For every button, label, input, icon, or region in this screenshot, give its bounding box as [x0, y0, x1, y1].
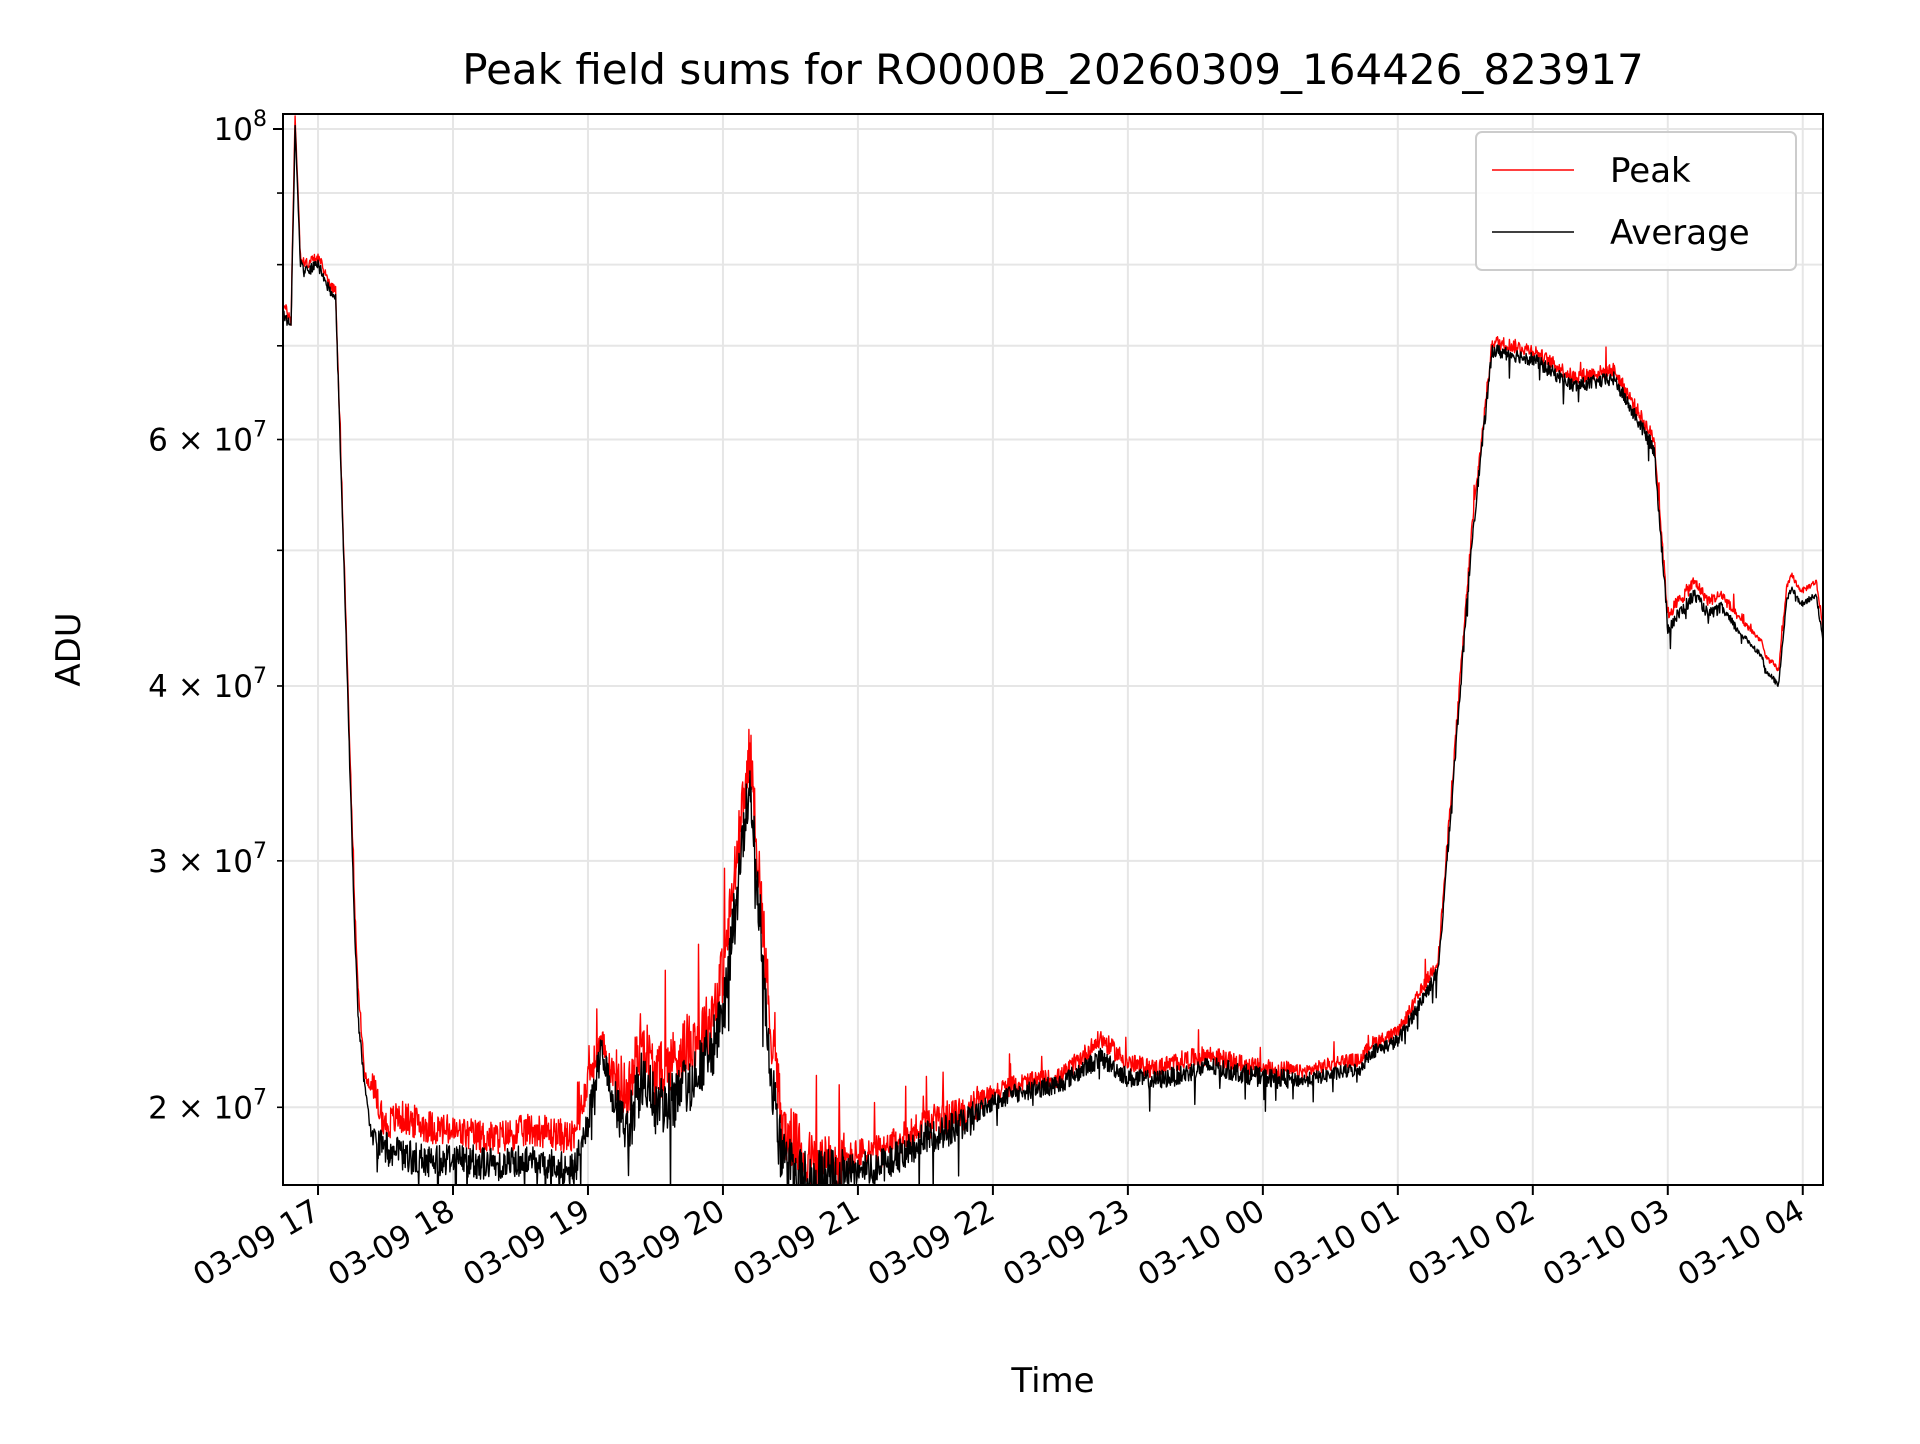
x-axis-label: Time — [1010, 1361, 1094, 1401]
y-tick-label: 108 — [214, 107, 267, 148]
y-tick-label: 3 × 107 — [148, 839, 267, 880]
y-axis-label: ADU — [49, 612, 89, 686]
chart-title: Peak field sums for RO000B_20260309_1644… — [462, 45, 1643, 94]
axes-frame — [282, 113, 1824, 1186]
y-tick-label: 4 × 107 — [148, 664, 267, 705]
legend: Peak Average — [1475, 131, 1797, 271]
legend-label-average: Average — [1610, 213, 1750, 253]
y-tick-label: 6 × 107 — [148, 418, 267, 459]
legend-box — [1475, 131, 1797, 271]
data-series — [283, 115, 1823, 1185]
series-line-average — [283, 124, 1823, 1185]
legend-label-peak: Peak — [1610, 151, 1691, 191]
y-tick-label: 2 × 107 — [148, 1085, 267, 1126]
